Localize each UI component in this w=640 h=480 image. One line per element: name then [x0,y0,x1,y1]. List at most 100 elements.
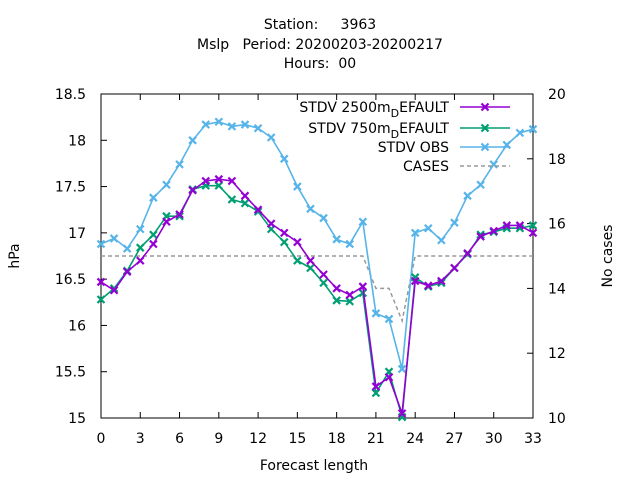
data-point [227,122,237,131]
data-point [489,226,499,236]
data-point [332,235,341,244]
y2-tick-label: 10 [548,411,566,427]
x-tick-label: 0 [97,431,106,447]
x-tick-label: 15 [288,431,306,447]
x-tick-label: 18 [328,431,346,447]
data-point [293,256,302,265]
legend-label-main: STDV 2500m [299,100,390,116]
data-point [345,290,355,300]
legend-label-subscript: D [391,128,399,141]
data-point [423,281,433,290]
y-tick-label: 17 [68,226,86,242]
data-point [410,276,420,286]
y-tick-label: 16 [68,318,86,334]
legend-label-main: STDV 750m [308,121,390,137]
data-point [371,309,381,318]
x-tick-label: 30 [485,431,503,447]
x-tick-label: 6 [175,431,184,447]
data-point [332,284,341,293]
data-point [332,296,341,305]
legend-label: STDV OBS [378,140,449,156]
data-point [175,160,184,169]
data-point [476,232,485,241]
data-point [319,270,328,279]
y2-tick-label: 12 [548,346,566,362]
data-point [528,124,538,134]
data-point [293,237,302,247]
data-point [345,239,355,249]
data-point [149,230,158,239]
y-tick-label: 16.5 [55,272,86,288]
legend-label-tail: EFAULT [399,121,449,137]
data-point [240,191,250,201]
data-point [188,136,197,145]
series-line [100,120,534,370]
data-point [502,221,512,230]
data-point [149,193,158,202]
data-point [240,120,250,129]
y-tick-label: 15.5 [55,365,86,381]
data-point [266,219,276,228]
x-tick-label: 24 [406,431,424,447]
data-point [423,223,433,233]
legend-marker [480,142,490,152]
series-line [101,255,533,324]
data-point [463,248,472,258]
data-point [528,228,538,238]
legend-label-subscript: D [391,107,399,120]
y-tick-label: 18.5 [55,87,86,103]
data-point [358,282,368,291]
legend-label: STDV 750mDEFAULT [308,121,449,141]
data-point [306,256,315,265]
data-point [345,297,355,306]
chart-title-period: Mslp Period: 20200203-20200217 [197,37,443,53]
data-point [397,409,407,418]
data-point [358,217,368,227]
data-point [319,278,328,288]
data-point [135,224,145,234]
data-point [253,123,263,133]
data-point [122,244,132,253]
series-cases [101,255,533,324]
data-point [96,239,106,249]
data-point [371,388,381,398]
series-layer [96,117,538,422]
y2-axis-label: No cases [600,225,616,288]
data-point [397,364,407,374]
y-tick-label: 18 [68,133,86,149]
axis-ticks: 0 3 6 9 12 15 18 21 24 27 30 33 15 15.5 16 16.5 17 17.5 18… [55,87,566,447]
data-point [201,176,211,186]
y-tick-label: 17.5 [55,180,86,196]
chart-title-hours: Hours: 00 [283,56,357,72]
legend-marker [480,102,490,112]
data-point [450,263,459,273]
data-point [384,314,394,324]
data-point [266,133,276,142]
x-tick-label: 12 [249,431,267,447]
x-tick-label: 33 [524,431,542,447]
data-point [306,263,315,273]
data-point [96,277,106,287]
data-point [437,235,446,245]
data-point [253,207,263,216]
series-stdv-2500m-default [96,174,538,418]
series-line [100,178,534,414]
data-point [293,182,302,191]
x-axis-label: Forecast length [260,458,368,474]
data-point [201,120,211,129]
data-point [109,234,119,243]
data-point [149,239,158,249]
y2-tick-label: 20 [548,87,566,103]
data-point [515,128,525,138]
data-point [135,243,145,252]
legend-marker [480,123,490,133]
data-point [214,174,224,184]
legend-label: STDV 2500mDEFAULT [299,100,449,120]
data-point [476,230,485,239]
data-point [240,198,250,208]
data-point [450,218,459,227]
x-tick-label: 9 [214,431,223,447]
data-point [135,256,145,265]
data-point [358,288,368,298]
